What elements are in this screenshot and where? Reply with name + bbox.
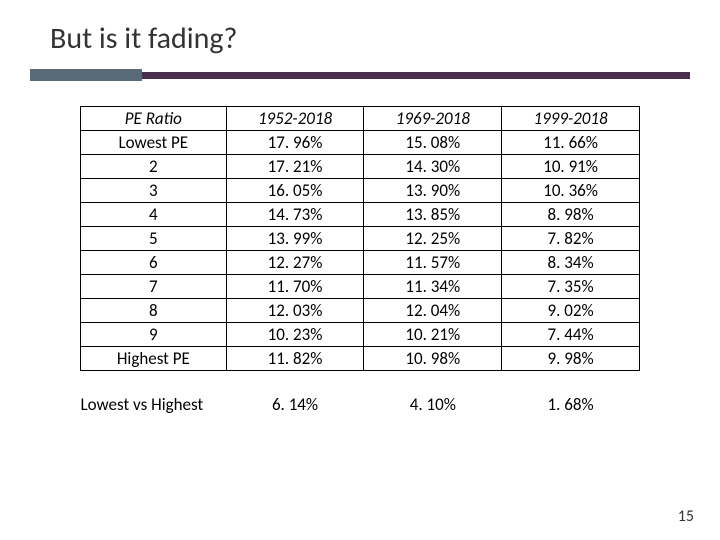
summary-label: Lowest vs Highest xyxy=(81,393,227,416)
cell: 12. 04% xyxy=(364,299,502,323)
cell: 14. 73% xyxy=(226,203,364,227)
cell: Highest PE xyxy=(81,347,227,371)
cell: 10. 91% xyxy=(502,155,640,179)
cell: 8 xyxy=(81,299,227,323)
table-row: 6 12. 27% 11. 57% 8. 34% xyxy=(81,251,640,275)
table-container: PE Ratio 1952-2018 1969-2018 1999-2018 L… xyxy=(80,106,640,416)
cell: 16. 05% xyxy=(226,179,364,203)
cell: 3 xyxy=(81,179,227,203)
accent-line xyxy=(142,72,690,79)
table-row: 4 14. 73% 13. 85% 8. 98% xyxy=(81,203,640,227)
cell: 11. 82% xyxy=(226,347,364,371)
cell: 8. 34% xyxy=(502,251,640,275)
cell: 12. 27% xyxy=(226,251,364,275)
cell: 10. 21% xyxy=(364,323,502,347)
cell: 12. 03% xyxy=(226,299,364,323)
summary-cell: 4. 10% xyxy=(364,393,502,416)
table-row: 5 13. 99% 12. 25% 7. 82% xyxy=(81,227,640,251)
header-cell: PE Ratio xyxy=(81,107,227,131)
cell: 14. 30% xyxy=(364,155,502,179)
cell: 4 xyxy=(81,203,227,227)
table-row: 7 11. 70% 11. 34% 7. 35% xyxy=(81,275,640,299)
cell: 7. 44% xyxy=(502,323,640,347)
cell: 6 xyxy=(81,251,227,275)
summary-cell: 1. 68% xyxy=(502,393,640,416)
cell: 9. 98% xyxy=(502,347,640,371)
cell: 9 xyxy=(81,323,227,347)
table-row: Lowest PE 17. 96% 15. 08% 11. 66% xyxy=(81,131,640,155)
cell: 11. 34% xyxy=(364,275,502,299)
summary-row: Lowest vs Highest 6. 14% 4. 10% 1. 68% xyxy=(81,393,640,416)
spacer-row xyxy=(81,371,640,393)
cell: 12. 25% xyxy=(364,227,502,251)
header-cell: 1952-2018 xyxy=(226,107,364,131)
cell: 10. 23% xyxy=(226,323,364,347)
cell: 11. 70% xyxy=(226,275,364,299)
cell: 7. 82% xyxy=(502,227,640,251)
table-row: 9 10. 23% 10. 21% 7. 44% xyxy=(81,323,640,347)
cell: 11. 66% xyxy=(502,131,640,155)
cell: 5 xyxy=(81,227,227,251)
slide-title: But is it fading? xyxy=(50,20,690,57)
cell: 13. 99% xyxy=(226,227,364,251)
accent-block xyxy=(30,69,142,81)
cell: 17. 21% xyxy=(226,155,364,179)
cell: 13. 90% xyxy=(364,179,502,203)
pe-ratio-table: PE Ratio 1952-2018 1969-2018 1999-2018 L… xyxy=(80,106,640,416)
cell: 10. 36% xyxy=(502,179,640,203)
cell: 10. 98% xyxy=(364,347,502,371)
cell: 17. 96% xyxy=(226,131,364,155)
table-header-row: PE Ratio 1952-2018 1969-2018 1999-2018 xyxy=(81,107,640,131)
cell: 11. 57% xyxy=(364,251,502,275)
cell: 9. 02% xyxy=(502,299,640,323)
cell: 7. 35% xyxy=(502,275,640,299)
cell: 7 xyxy=(81,275,227,299)
table-row: 3 16. 05% 13. 90% 10. 36% xyxy=(81,179,640,203)
header-cell: 1969-2018 xyxy=(364,107,502,131)
cell: 2 xyxy=(81,155,227,179)
table-row: 8 12. 03% 12. 04% 9. 02% xyxy=(81,299,640,323)
page-number: 15 xyxy=(678,507,694,526)
accent-bar xyxy=(30,69,690,81)
summary-cell: 6. 14% xyxy=(226,393,364,416)
cell: 15. 08% xyxy=(364,131,502,155)
header-cell: 1999-2018 xyxy=(502,107,640,131)
table-row: Highest PE 11. 82% 10. 98% 9. 98% xyxy=(81,347,640,371)
cell: Lowest PE xyxy=(81,131,227,155)
table-row: 2 17. 21% 14. 30% 10. 91% xyxy=(81,155,640,179)
cell: 13. 85% xyxy=(364,203,502,227)
cell: 8. 98% xyxy=(502,203,640,227)
